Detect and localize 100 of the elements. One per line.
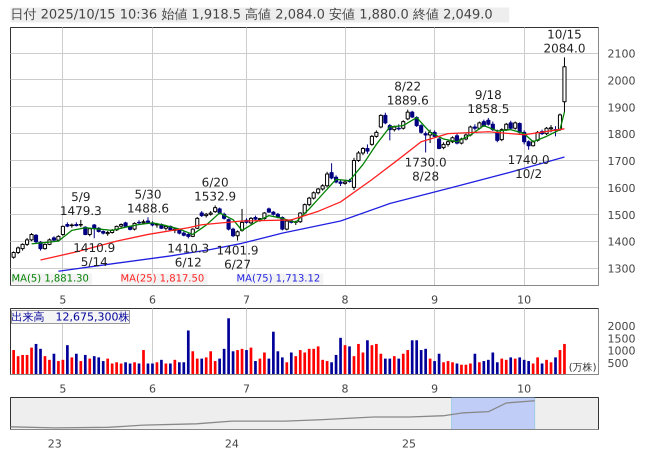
bar xyxy=(156,362,158,374)
bar xyxy=(420,350,423,374)
bar xyxy=(527,361,530,374)
bar xyxy=(438,354,440,374)
bar xyxy=(303,352,306,374)
bar xyxy=(406,350,410,374)
annotation: 8/22 1889.6 xyxy=(386,80,429,108)
x-tick-label: 8 xyxy=(342,382,349,396)
bar xyxy=(474,354,476,374)
bar xyxy=(268,358,270,374)
candlestick xyxy=(378,114,383,129)
bar xyxy=(456,364,458,374)
annotation: 1401.9 6/27 xyxy=(216,244,259,272)
bar xyxy=(344,345,346,374)
y-tick-label: 2000 xyxy=(608,74,636,88)
y-tick-label: 1000 xyxy=(608,344,636,358)
bar xyxy=(204,357,208,374)
bar xyxy=(160,360,163,374)
bar xyxy=(74,354,78,374)
candlestick xyxy=(92,223,96,239)
candlestick xyxy=(60,225,65,236)
candlestick xyxy=(495,129,500,143)
bar xyxy=(97,357,100,374)
bar xyxy=(402,354,405,374)
candlestick xyxy=(406,109,410,121)
bar xyxy=(392,356,396,374)
bar xyxy=(12,350,15,374)
bar xyxy=(70,357,74,374)
bar xyxy=(540,364,544,374)
bar xyxy=(133,362,136,374)
y-tick-label: 1500 xyxy=(608,332,636,346)
bar xyxy=(106,358,110,374)
candlestick xyxy=(383,112,388,125)
bar xyxy=(348,346,351,374)
candlestick xyxy=(330,162,334,180)
bar xyxy=(245,350,248,374)
x-tick-label: 24 xyxy=(224,438,239,450)
y-tick-label: 2000 xyxy=(608,320,636,334)
bar xyxy=(84,354,87,374)
candlestick xyxy=(235,230,240,242)
y-axis-title: (万株) xyxy=(568,362,597,374)
bar xyxy=(518,357,522,374)
bar xyxy=(66,345,69,374)
bar xyxy=(218,358,221,374)
y-tick-label: 500 xyxy=(608,356,628,370)
bar xyxy=(272,332,275,374)
x-tick-label: 7 xyxy=(243,294,250,306)
bar xyxy=(509,357,512,374)
annotation: 1410.3 6/12 xyxy=(167,241,210,270)
y-tick-label: 1800 xyxy=(608,128,636,142)
bar xyxy=(290,352,293,374)
x-tick-label: 23 xyxy=(48,438,62,450)
x-tick-label: 25 xyxy=(402,438,416,450)
candlestick xyxy=(424,131,428,153)
bar xyxy=(196,358,199,374)
x-tick-label: 6 xyxy=(148,382,156,396)
y-tick-label: 2100 xyxy=(608,48,636,61)
bar xyxy=(410,340,414,374)
x-tick-label: 5 xyxy=(59,382,66,396)
bar xyxy=(500,358,504,374)
bar xyxy=(375,344,378,374)
chart-title: 日付 2025/10/15 10:36 始値 1,918.5 高値 2,084.0 安値 1,880.0 終値 2,049.0 xyxy=(10,6,493,22)
bar xyxy=(554,357,557,374)
x-tick-label: 5 xyxy=(59,294,66,306)
candlestick xyxy=(365,144,370,154)
bar xyxy=(214,361,216,374)
bar xyxy=(186,330,190,374)
bar xyxy=(482,361,486,374)
x-tick-label: 7 xyxy=(243,382,250,396)
line-series xyxy=(58,156,566,272)
bar xyxy=(57,361,60,374)
annotation: 1740.0 10/2 xyxy=(508,152,550,181)
annotation: 6/20 1532.9 xyxy=(194,175,236,204)
x-tick-label: 10 xyxy=(517,294,532,306)
x-tick-label: 10 xyxy=(517,382,532,396)
y-tick-label: 1700 xyxy=(608,155,636,168)
bar xyxy=(326,361,328,374)
bar xyxy=(388,358,392,374)
bar xyxy=(142,350,145,374)
y-tick-label: 1500 xyxy=(608,208,636,222)
y-tick-label: 1900 xyxy=(608,101,636,114)
bar xyxy=(294,356,298,374)
bar xyxy=(397,358,400,374)
text: MA(25) 1,817.50 xyxy=(120,274,204,284)
bar xyxy=(191,351,194,374)
bar xyxy=(308,348,311,374)
bar xyxy=(491,352,494,374)
bar xyxy=(79,361,82,374)
bar xyxy=(92,356,96,374)
y-tick-label: 1300 xyxy=(608,262,636,276)
x-tick-label: 9 xyxy=(431,382,438,396)
bar xyxy=(312,348,316,374)
x-tick-label: 8 xyxy=(342,294,349,306)
annotation: 5/9 1479.3 xyxy=(60,190,102,218)
y-tick-label: 1600 xyxy=(608,182,636,195)
text: MA(5) 1,881.30 xyxy=(12,274,89,284)
bar xyxy=(298,350,302,374)
text: MA(75) 1,713.12 xyxy=(236,274,320,284)
bar xyxy=(384,358,387,374)
bar xyxy=(424,348,427,374)
